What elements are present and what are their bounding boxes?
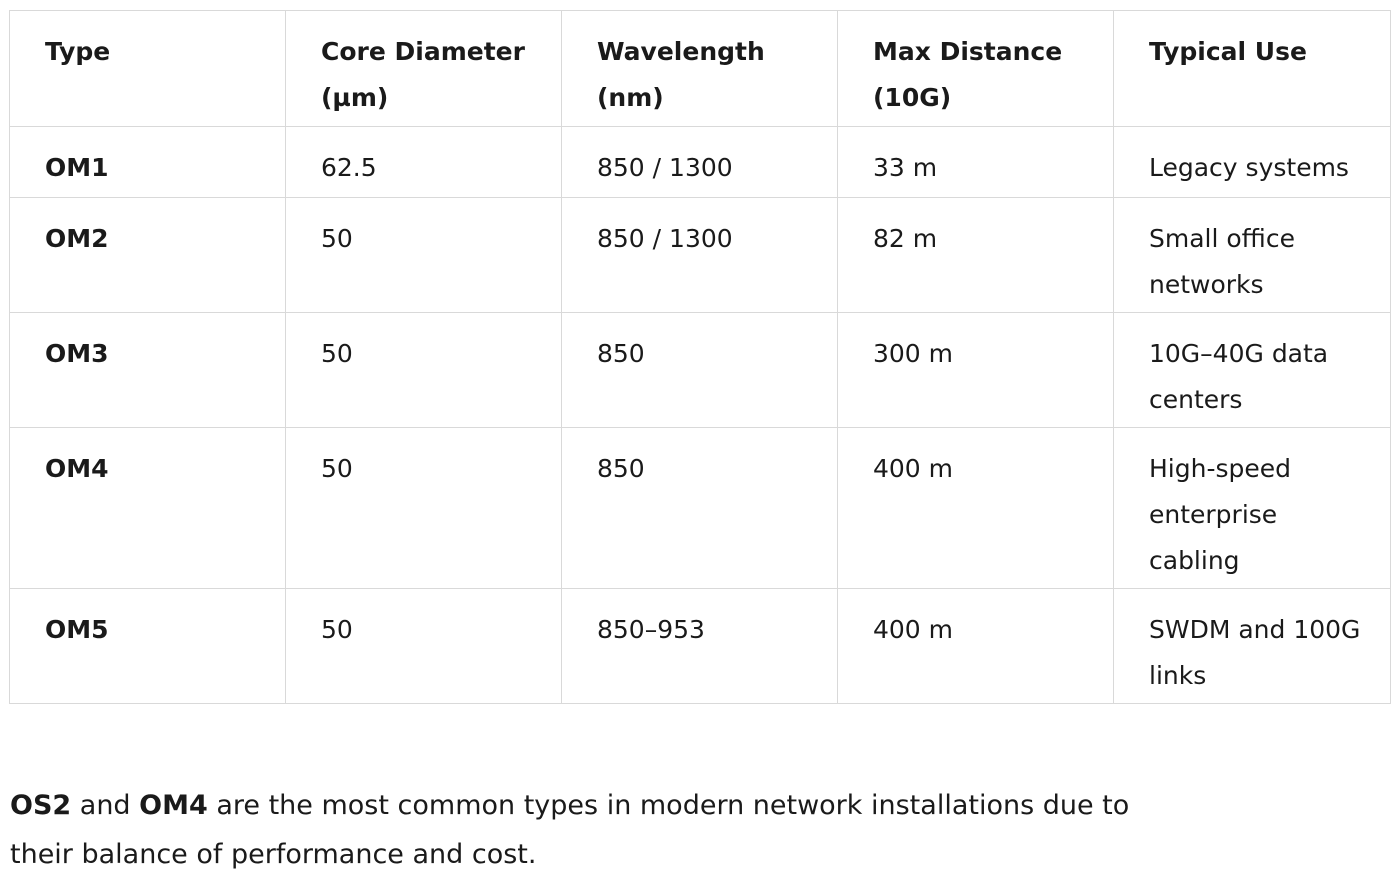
cell-type: OM5 xyxy=(9,588,286,704)
cell-type: OM2 xyxy=(9,197,286,313)
summary-paragraph: OS2 and OM4 are the most common types in… xyxy=(10,781,1130,879)
cell-max-distance: 400 m xyxy=(837,427,1114,589)
table-row: OM3 50 850 300 m 10G–40G data centers xyxy=(9,312,1391,428)
summary-term-om4: OM4 xyxy=(139,790,208,821)
cell-core-diameter: 50 xyxy=(285,588,562,704)
cell-core-diameter: 50 xyxy=(285,427,562,589)
header-core-diameter: Core Diameter (µm) xyxy=(285,10,562,127)
cell-typical-use: Small office networks xyxy=(1113,197,1391,313)
header-wavelength: Wavelength (nm) xyxy=(561,10,838,127)
summary-text: are the most common types in modern netw… xyxy=(10,790,1130,870)
cell-wavelength: 850 xyxy=(561,312,838,428)
cell-wavelength: 850 / 1300 xyxy=(561,197,838,313)
fiber-types-table: Type Core Diameter (µm) Wavelength (nm) … xyxy=(9,10,1391,704)
header-type: Type xyxy=(9,10,286,127)
table-row: OM5 50 850–953 400 m SWDM and 100G links xyxy=(9,588,1391,704)
cell-core-diameter: 50 xyxy=(285,312,562,428)
cell-typical-use: Legacy systems xyxy=(1113,126,1391,198)
cell-wavelength: 850–953 xyxy=(561,588,838,704)
cell-typical-use: 10G–40G data centers xyxy=(1113,312,1391,428)
cell-wavelength: 850 / 1300 xyxy=(561,126,838,198)
cell-max-distance: 400 m xyxy=(837,588,1114,704)
cell-type: OM3 xyxy=(9,312,286,428)
header-max-distance: Max Distance (10G) xyxy=(837,10,1114,127)
cell-wavelength: 850 xyxy=(561,427,838,589)
document-page: Type Core Diameter (µm) Wavelength (nm) … xyxy=(9,10,1391,870)
cell-max-distance: 33 m xyxy=(837,126,1114,198)
summary-joiner: and xyxy=(71,790,140,821)
cell-type: OM1 xyxy=(9,126,286,198)
summary-term-os2: OS2 xyxy=(10,790,72,821)
cell-type: OM4 xyxy=(9,427,286,589)
header-typical-use: Typical Use xyxy=(1113,10,1391,127)
cell-core-diameter: 62.5 xyxy=(285,126,562,198)
table-row: OM4 50 850 400 m High-speed enterprise c… xyxy=(9,427,1391,589)
table-row: OM2 50 850 / 1300 82 m Small office netw… xyxy=(9,197,1391,313)
cell-core-diameter: 50 xyxy=(285,197,562,313)
cell-typical-use: High-speed enterprise cabling xyxy=(1113,427,1391,589)
cell-typical-use: SWDM and 100G links xyxy=(1113,588,1391,704)
table-header-row: Type Core Diameter (µm) Wavelength (nm) … xyxy=(9,10,1391,127)
table-row: OM1 62.5 850 / 1300 33 m Legacy systems xyxy=(9,126,1391,198)
cell-max-distance: 300 m xyxy=(837,312,1114,428)
cell-max-distance: 82 m xyxy=(837,197,1114,313)
